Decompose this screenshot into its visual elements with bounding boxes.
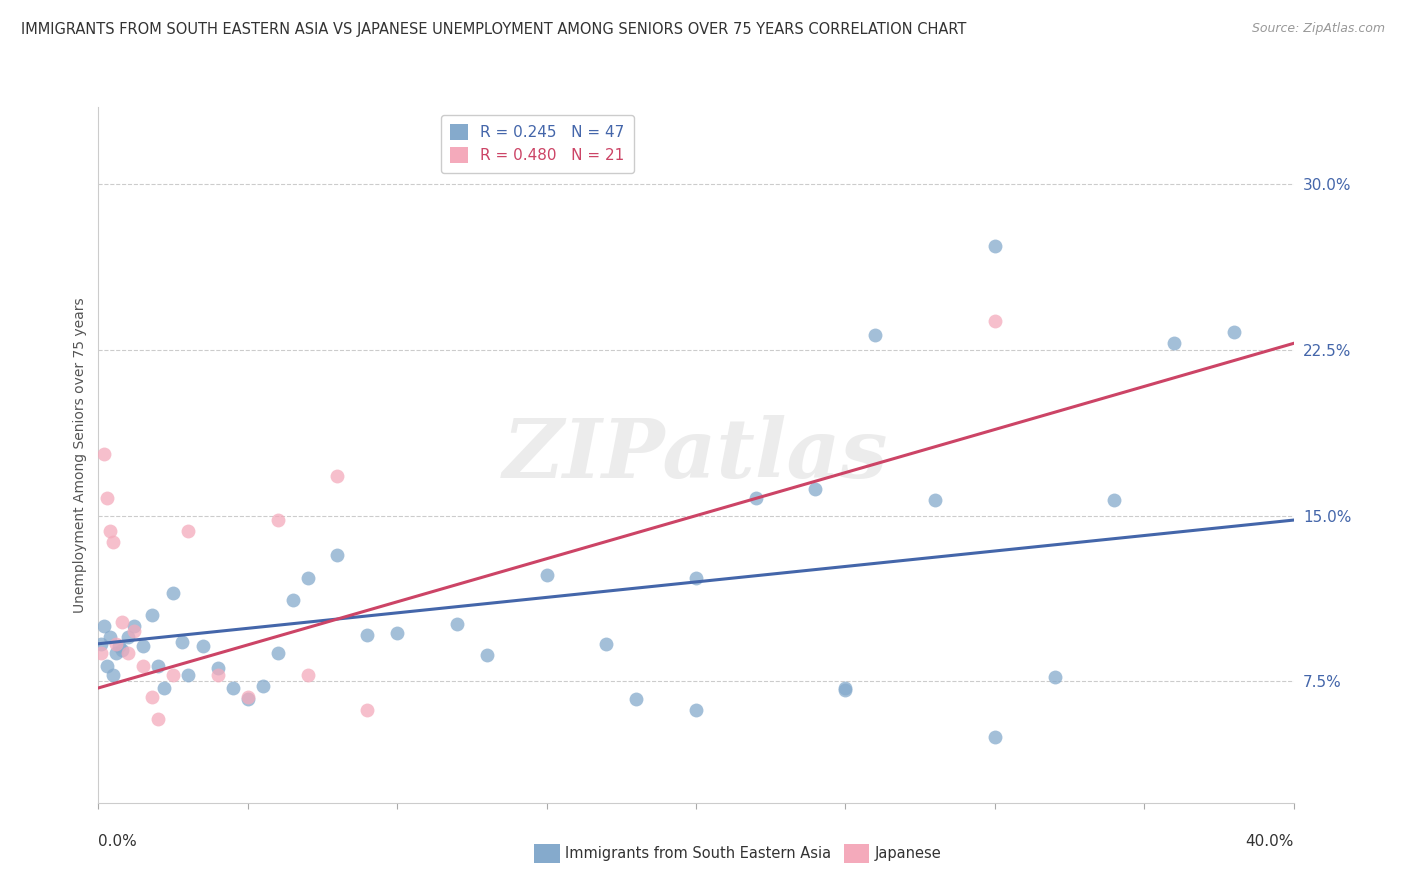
Point	[117, 630, 139, 644]
Point	[595, 637, 617, 651]
Text: ZIPatlas: ZIPatlas	[503, 415, 889, 495]
Point	[141, 608, 163, 623]
Point	[111, 615, 134, 629]
Point	[153, 681, 176, 695]
Point	[834, 681, 856, 695]
Point	[105, 646, 128, 660]
Point	[124, 624, 146, 638]
Point	[207, 667, 229, 681]
Point	[90, 646, 112, 660]
Point	[117, 646, 139, 660]
Point	[191, 639, 214, 653]
Point	[267, 646, 290, 660]
Point	[96, 658, 118, 673]
Point	[252, 679, 274, 693]
Y-axis label: Unemployment Among Seniors over 75 years: Unemployment Among Seniors over 75 years	[73, 297, 87, 613]
Point	[356, 628, 378, 642]
Point	[141, 690, 163, 704]
Text: IMMIGRANTS FROM SOUTH EASTERN ASIA VS JAPANESE UNEMPLOYMENT AMONG SENIORS OVER 7: IMMIGRANTS FROM SOUTH EASTERN ASIA VS JA…	[21, 22, 966, 37]
Point	[804, 482, 827, 496]
Point	[93, 619, 115, 633]
Point	[834, 683, 856, 698]
Point	[236, 692, 259, 706]
Point	[207, 661, 229, 675]
Point	[108, 639, 131, 653]
Point	[267, 513, 290, 527]
Point	[536, 568, 558, 582]
Point	[103, 535, 125, 549]
Point	[983, 730, 1005, 744]
Point	[162, 586, 184, 600]
Point	[96, 491, 118, 505]
Point	[1163, 336, 1185, 351]
Point	[1223, 326, 1246, 340]
Point	[177, 524, 200, 538]
Point	[222, 681, 245, 695]
Point	[297, 570, 319, 584]
Point	[475, 648, 498, 662]
Point	[111, 643, 134, 657]
Point	[124, 619, 146, 633]
Point	[148, 712, 170, 726]
Point	[98, 524, 122, 538]
Point	[297, 667, 319, 681]
Text: Japanese: Japanese	[875, 847, 941, 861]
Point	[148, 658, 170, 673]
Point	[90, 637, 112, 651]
Point	[132, 639, 155, 653]
Point	[326, 469, 349, 483]
Point	[1043, 670, 1066, 684]
Point	[132, 658, 155, 673]
Legend: R = 0.245   N = 47, R = 0.480   N = 21: R = 0.245 N = 47, R = 0.480 N = 21	[440, 115, 634, 173]
Point	[983, 314, 1005, 328]
Text: 0.0%: 0.0%	[98, 834, 138, 849]
Point	[865, 327, 887, 342]
Point	[281, 592, 304, 607]
Point	[356, 703, 378, 717]
Point	[924, 493, 946, 508]
Point	[983, 239, 1005, 253]
Point	[103, 667, 125, 681]
Point	[446, 616, 468, 631]
Text: Source: ZipAtlas.com: Source: ZipAtlas.com	[1251, 22, 1385, 36]
Text: Immigrants from South Eastern Asia: Immigrants from South Eastern Asia	[565, 847, 831, 861]
Point	[105, 637, 128, 651]
Point	[93, 447, 115, 461]
Text: 40.0%: 40.0%	[1246, 834, 1294, 849]
Point	[624, 692, 647, 706]
Point	[326, 549, 349, 563]
Point	[162, 667, 184, 681]
Point	[745, 491, 768, 505]
Point	[1104, 493, 1126, 508]
Point	[685, 570, 707, 584]
Point	[177, 667, 200, 681]
Point	[236, 690, 259, 704]
Point	[685, 703, 707, 717]
Point	[385, 625, 409, 640]
Point	[172, 634, 194, 648]
Point	[98, 630, 122, 644]
